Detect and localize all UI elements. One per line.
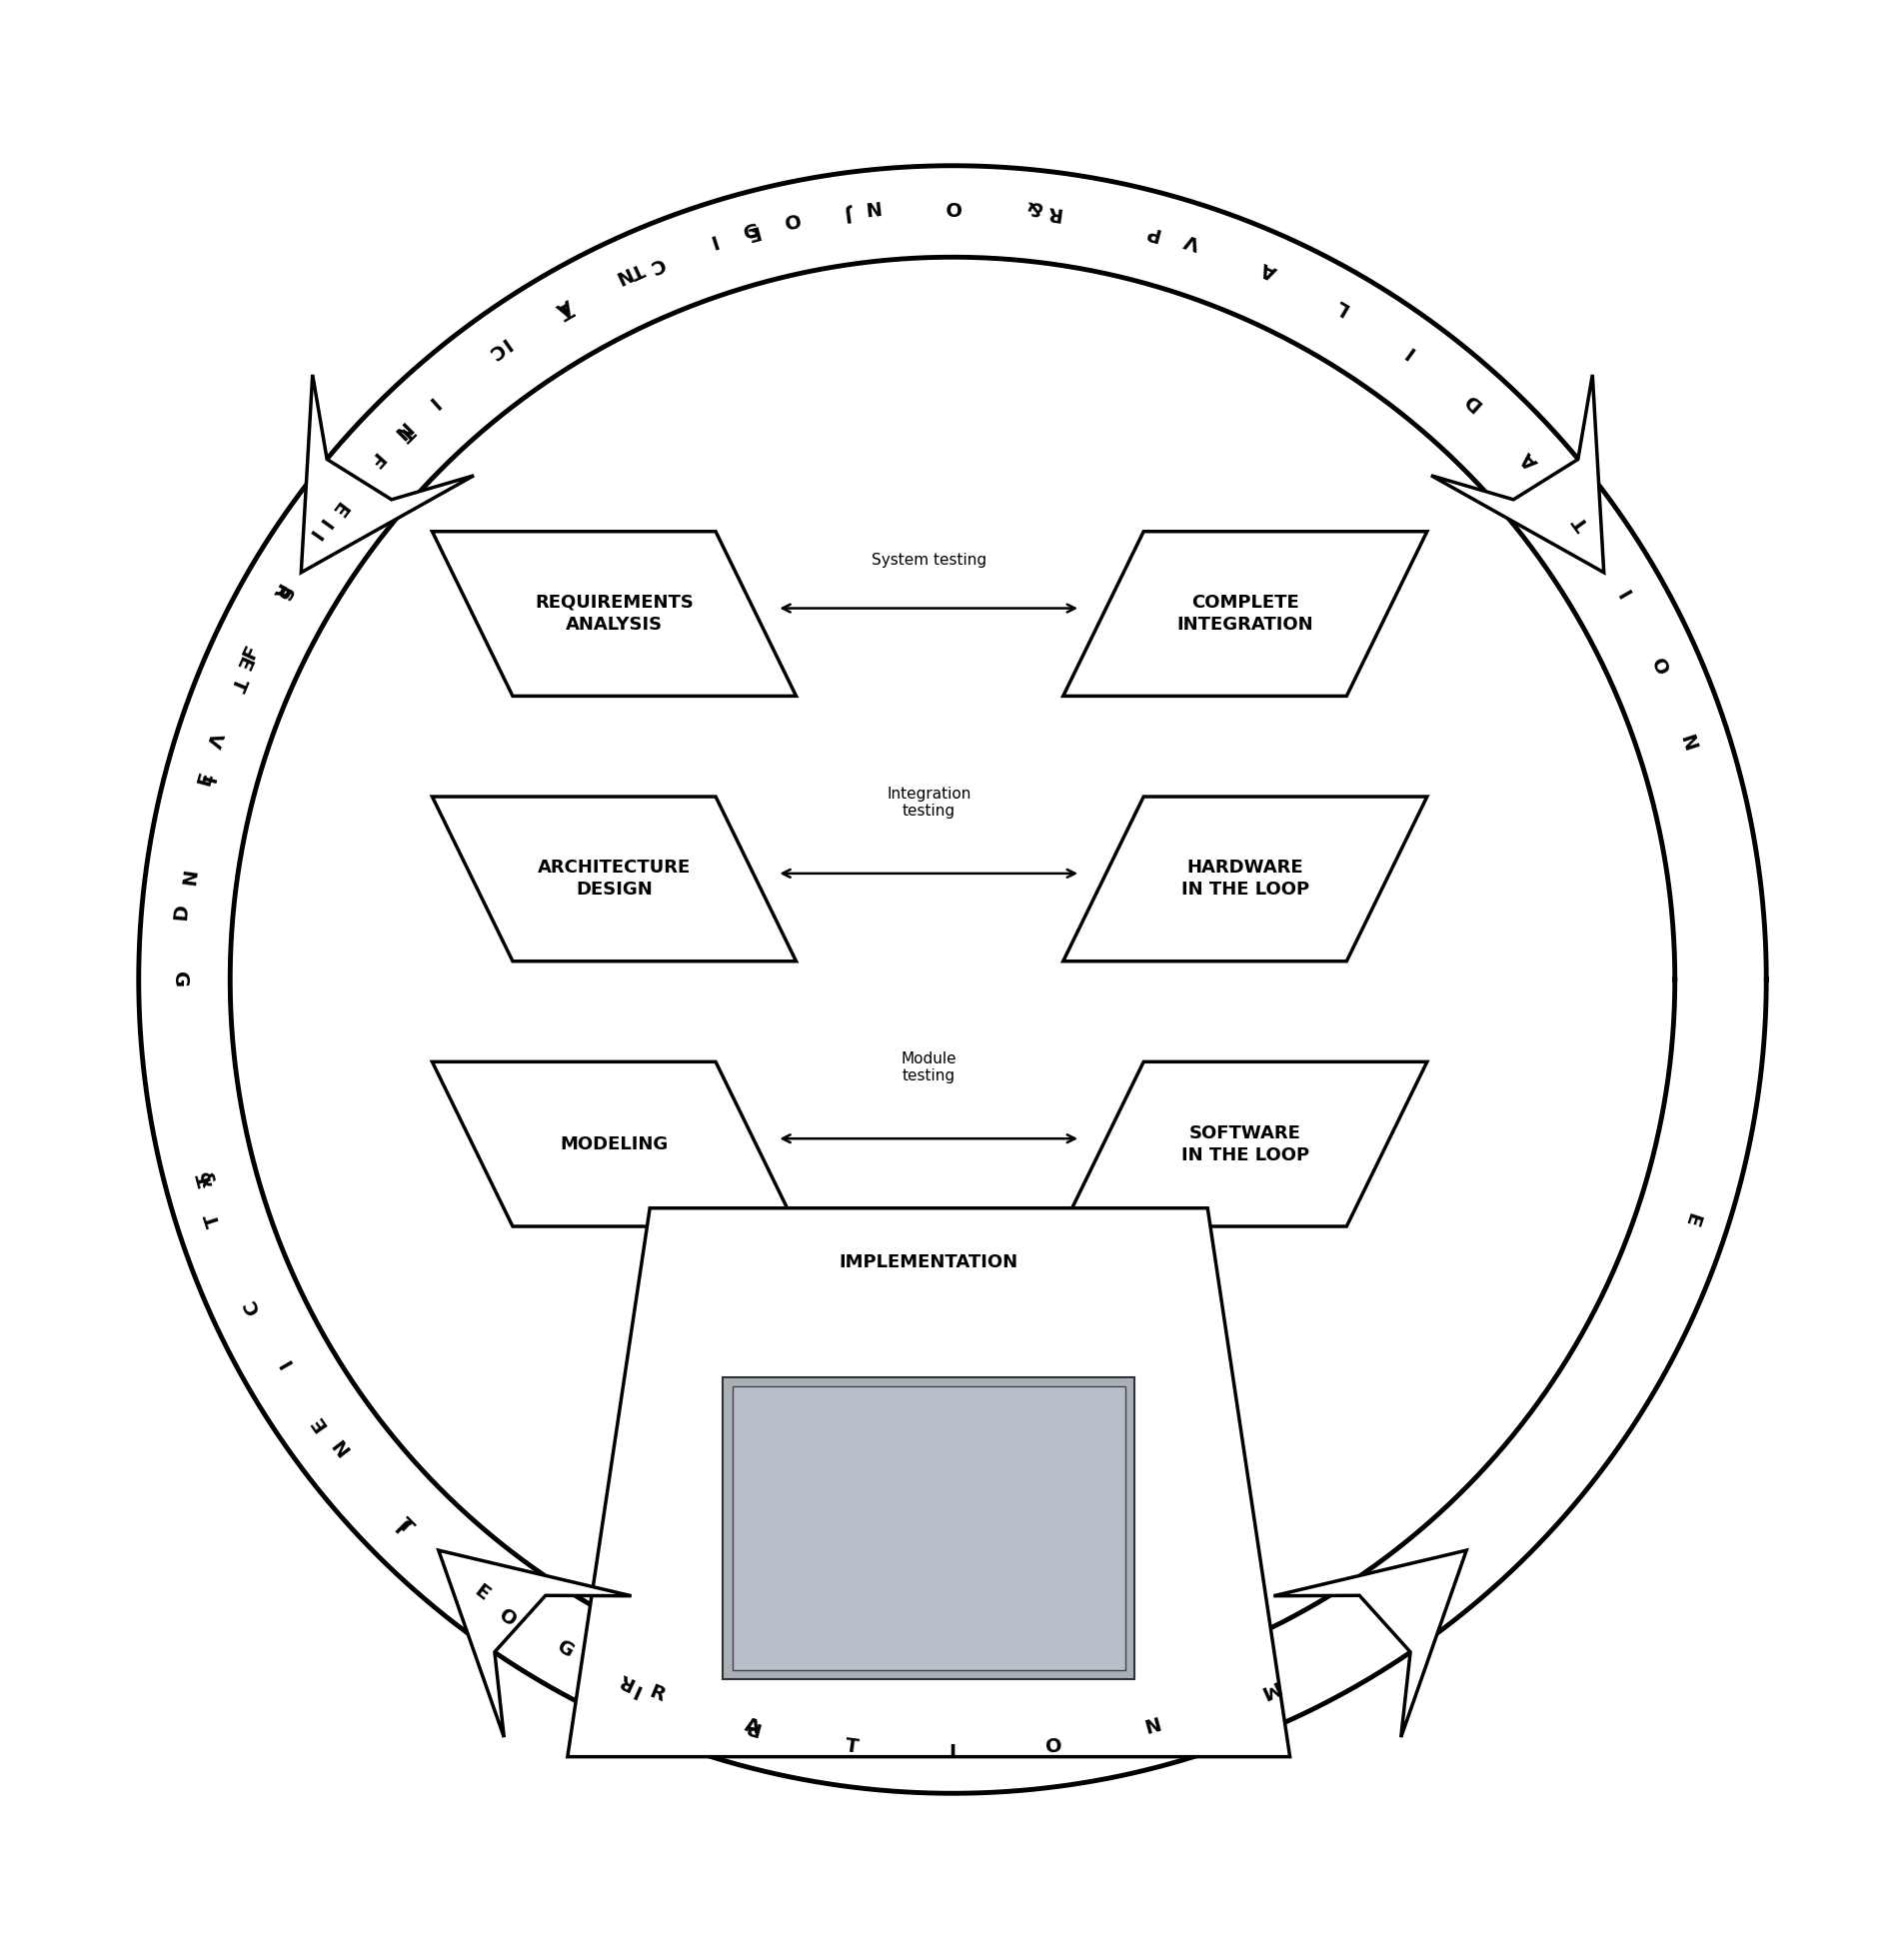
Text: N: N	[1679, 729, 1702, 750]
Bar	[731, 1387, 1125, 1669]
Polygon shape	[567, 1209, 1289, 1757]
Text: T: T	[554, 298, 575, 321]
Text: E: E	[194, 770, 215, 788]
Text: I: I	[1615, 584, 1636, 599]
Text: E: E	[743, 221, 762, 243]
Text: D: D	[1460, 390, 1483, 415]
Text: D: D	[171, 903, 192, 921]
Text: T: T	[843, 1736, 859, 1757]
Text: ARCHITECTURE
DESIGN: ARCHITECTURE DESIGN	[537, 858, 691, 899]
Text: I: I	[501, 337, 516, 357]
Text: E: E	[307, 1412, 329, 1434]
Polygon shape	[432, 1062, 796, 1226]
Text: E: E	[470, 1581, 493, 1604]
Text: N: N	[175, 870, 196, 887]
Text: Integration
testing: Integration testing	[885, 786, 971, 819]
Polygon shape	[1274, 1550, 1466, 1738]
Text: I: I	[628, 1679, 644, 1700]
Text: System testing: System testing	[870, 552, 986, 568]
Polygon shape	[1062, 1062, 1426, 1226]
Text: A: A	[1517, 447, 1542, 472]
Text: HARDWARE
IN THE LOOP: HARDWARE IN THE LOOP	[1180, 858, 1308, 899]
Polygon shape	[432, 797, 796, 962]
Text: COMPLETE
INTEGRATION: COMPLETE INTEGRATION	[1177, 594, 1312, 635]
Text: E: E	[230, 654, 253, 674]
Text: G: G	[554, 1638, 577, 1661]
Text: Module
testing: Module testing	[901, 1052, 956, 1083]
Text: &: &	[194, 1170, 217, 1191]
Text: I: I	[194, 774, 215, 786]
Text: T: T	[394, 1514, 417, 1538]
Text: R: R	[615, 1669, 636, 1693]
Text: T: T	[227, 674, 249, 693]
Text: T: T	[1569, 511, 1592, 533]
Text: A: A	[743, 1716, 762, 1738]
Text: F: F	[240, 643, 263, 662]
Text: I: I	[948, 1744, 956, 1763]
Text: I: I	[308, 527, 329, 545]
Text: T: T	[202, 1211, 225, 1228]
Text: N: N	[863, 196, 880, 217]
Polygon shape	[301, 374, 474, 572]
Text: 🤖: 🤖	[902, 1487, 954, 1569]
Text: P: P	[1142, 221, 1161, 243]
Polygon shape	[1430, 374, 1603, 572]
Text: S: S	[270, 582, 293, 603]
Text: O: O	[497, 1601, 522, 1626]
Text: A: A	[1257, 259, 1279, 282]
Text: I: I	[1399, 341, 1417, 360]
Text: G: G	[743, 221, 762, 243]
Polygon shape	[1062, 531, 1426, 695]
Text: E: E	[1679, 1211, 1702, 1228]
Text: I: I	[272, 1358, 293, 1373]
Text: J: J	[396, 1518, 415, 1536]
Text: L: L	[1331, 296, 1350, 317]
Text: T: T	[394, 421, 417, 445]
Text: MODELING: MODELING	[560, 1134, 668, 1154]
Text: SOFTWARE
IN THE LOOP: SOFTWARE IN THE LOOP	[1180, 1124, 1308, 1164]
Bar	[724, 1377, 1135, 1679]
Text: I: I	[314, 513, 333, 531]
Text: N: N	[392, 419, 417, 445]
Text: I: I	[423, 392, 442, 411]
Text: O: O	[1043, 1736, 1062, 1757]
Text: G: G	[169, 972, 188, 987]
Text: F: F	[364, 449, 387, 470]
Text: R: R	[645, 1683, 666, 1706]
Text: I: I	[706, 229, 718, 251]
Text: O: O	[944, 196, 960, 215]
Text: E: E	[327, 498, 350, 519]
Text: C: C	[484, 339, 506, 362]
Text: O: O	[781, 208, 800, 231]
Polygon shape	[432, 531, 796, 695]
Polygon shape	[438, 1550, 630, 1738]
Text: N: N	[613, 266, 636, 290]
Text: C: C	[645, 253, 666, 276]
Text: R: R	[267, 580, 291, 601]
Text: T: T	[626, 259, 645, 280]
Text: C: C	[240, 1297, 263, 1316]
Text: V: V	[202, 729, 225, 750]
Polygon shape	[1062, 797, 1426, 962]
Text: T: T	[194, 1171, 215, 1189]
Text: &: &	[1024, 196, 1043, 217]
Text: V: V	[1182, 229, 1201, 251]
Text: REQUIREMENTS
ANALYSIS: REQUIREMENTS ANALYSIS	[535, 594, 693, 635]
Text: A: A	[552, 294, 575, 319]
Text: P: P	[743, 1716, 762, 1738]
Text: O: O	[1649, 652, 1674, 674]
Text: M: M	[1255, 1677, 1281, 1702]
Text: N: N	[326, 1438, 350, 1463]
Text: N: N	[1142, 1716, 1163, 1738]
Text: IMPLEMENTATION: IMPLEMENTATION	[840, 1254, 1019, 1271]
Text: J: J	[845, 202, 855, 223]
Text: R: R	[1043, 202, 1062, 223]
